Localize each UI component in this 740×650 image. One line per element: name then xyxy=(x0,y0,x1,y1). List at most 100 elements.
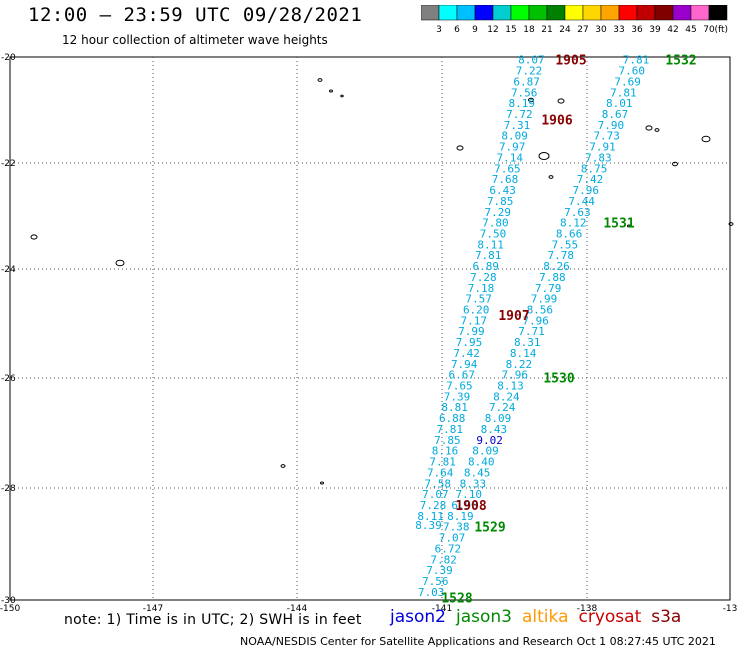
swh-value-label: 8.11 xyxy=(477,238,504,251)
swh-value-label: 7.14 xyxy=(497,151,524,164)
island-outline xyxy=(538,152,550,160)
swh-value-label: 7.57 xyxy=(465,293,492,306)
satellite-legend: jason2 jason3 altika cryosat s3a xyxy=(390,607,691,627)
swh-value-label: 7.81 xyxy=(429,456,456,469)
plot-frame xyxy=(9,56,731,601)
swh-value-label: 7.96 xyxy=(573,184,600,197)
swh-value-label: 6.43 xyxy=(489,184,516,197)
island-outline xyxy=(645,125,653,131)
page-subtitle: 12 hour collection of altimeter wave hei… xyxy=(62,33,328,47)
swh-value-label: 7.63 xyxy=(564,206,591,219)
swh-value-label: 7.55 xyxy=(552,238,579,251)
swh-value-label: 6.87 xyxy=(513,75,540,88)
swh-value-label: 7.85 xyxy=(434,434,461,447)
x-tick-label: -13 xyxy=(723,604,738,614)
swh-value-label: 7.60 xyxy=(619,65,646,78)
swh-value-label: 8.66 xyxy=(556,227,583,240)
swh-value-label: 8.19 xyxy=(509,97,536,110)
swh-value-label: 6.88 xyxy=(439,412,466,425)
colorbar-label: 30 xyxy=(595,25,607,35)
swh-value-label: 7.31 xyxy=(504,119,531,132)
swh-value-label: 7.91 xyxy=(589,141,616,154)
swh-value-label: 8.26 xyxy=(543,260,570,273)
pass-time-label: 1530 xyxy=(543,371,574,386)
swh-value-label: 8.12 xyxy=(560,217,587,230)
swh-value-label: 8.31 xyxy=(514,336,541,349)
swh-value-label: 8.19 xyxy=(447,510,474,523)
colorbar-legend: 3 6 9 12 15 18 21 24 27 30 33 36 39 42 45 70 (ft) xyxy=(421,5,728,35)
swh-value-label: 8.40 xyxy=(468,456,495,469)
legend-altika: altika xyxy=(522,607,569,627)
swh-value-label: 7.90 xyxy=(598,119,625,132)
page-title: 12:00 – 23:59 UTC 09/28/2021 xyxy=(28,4,363,26)
colorbar-label: 36 xyxy=(631,25,643,35)
swh-value-label: 8.09 xyxy=(501,130,528,143)
swh-value-label: 7.97 xyxy=(499,141,526,154)
swh-value-label: 7.39 xyxy=(426,564,453,577)
island-outline xyxy=(115,259,125,267)
island-outline xyxy=(528,97,534,103)
pass-time-label: 1906 xyxy=(541,113,572,128)
swh-value-label: 8.07 xyxy=(518,54,545,67)
swh-value-label: 7.39 xyxy=(444,390,471,403)
pass-time-label: 1908 xyxy=(455,499,486,514)
island-outline xyxy=(280,464,286,468)
swh-value-label: 7.10 xyxy=(456,488,483,501)
x-tick-label: -144 xyxy=(287,604,308,614)
swh-value-label: 7.64 xyxy=(427,466,454,479)
swh-value-label: 7.69 xyxy=(614,75,641,88)
swh-value-label: 7.99 xyxy=(458,325,485,338)
colorbar-label: 9 xyxy=(472,25,478,35)
swh-value-label: 7.99 xyxy=(531,293,558,306)
swh-value-label: 7.22 xyxy=(516,65,543,78)
island-outline xyxy=(320,481,324,485)
legend-jason3: jason3 xyxy=(456,607,512,627)
swh-value-label: 7.81 xyxy=(437,423,464,436)
swh-value-label: 8.14 xyxy=(510,347,537,360)
swh-value-label: 7.81 xyxy=(610,86,637,99)
swh-value-label: 8.67 xyxy=(602,108,629,121)
swh-value-label: 7.38 xyxy=(443,521,470,534)
colorbar-label: 24 xyxy=(559,25,571,35)
swh-value-label: 7.29 xyxy=(485,206,512,219)
swh-value-label: 7.56 xyxy=(511,86,538,99)
swh-value-label: 8.56 xyxy=(527,303,554,316)
swh-value-label: 7.81 xyxy=(475,249,502,262)
swh-value-label: 7.81 xyxy=(623,54,650,67)
swh-value-label: 7.07 xyxy=(439,532,466,545)
swh-value-label: 7.68 xyxy=(492,173,519,186)
swh-value-label: 7.42 xyxy=(453,347,480,360)
swh-value-label: 7.82 xyxy=(430,553,457,566)
swh-value-label: 7.17 xyxy=(461,314,488,327)
pass-time-label: 1531 xyxy=(603,217,634,232)
swh-value-label: 8.01 xyxy=(606,97,633,110)
colorbar-label: 18 xyxy=(523,25,535,35)
x-tick-label: -138 xyxy=(577,604,598,614)
island-outline xyxy=(317,78,323,82)
swh-value-label: 7.73 xyxy=(593,130,620,143)
swh-value-label: 7.65 xyxy=(446,380,473,393)
island-outline xyxy=(329,89,333,93)
swh-value-label: 6.89 xyxy=(473,260,500,273)
swh-value-label: 8.81 xyxy=(441,401,468,414)
swh-value-label: 8.13 xyxy=(497,380,524,393)
colorbar-label: 39 xyxy=(649,25,661,35)
swh-value-label: 7.94 xyxy=(451,358,478,371)
island-outline xyxy=(30,234,38,240)
swh-value-label: 7.58 xyxy=(425,477,452,490)
y-tick-label: -28 xyxy=(1,484,16,494)
island-outline xyxy=(672,161,678,167)
legend-jason2: jason2 xyxy=(390,607,446,627)
swh-value-label: 7.24 xyxy=(489,401,516,414)
colorbar-label: 27 xyxy=(577,25,588,35)
y-tick-label: -26 xyxy=(1,374,16,384)
swh-value-label: 8.43 xyxy=(481,423,508,436)
swh-value-label: 8.75 xyxy=(581,162,608,175)
y-tick-label: -20 xyxy=(1,53,16,63)
swh-value-label: 8.45 xyxy=(464,466,491,479)
colorbar-label: 70 xyxy=(703,25,715,35)
pass-time-label: 1529 xyxy=(474,521,505,536)
colorbar-label: 3 xyxy=(436,25,442,35)
swh-value-label: 6.67 xyxy=(449,369,476,382)
